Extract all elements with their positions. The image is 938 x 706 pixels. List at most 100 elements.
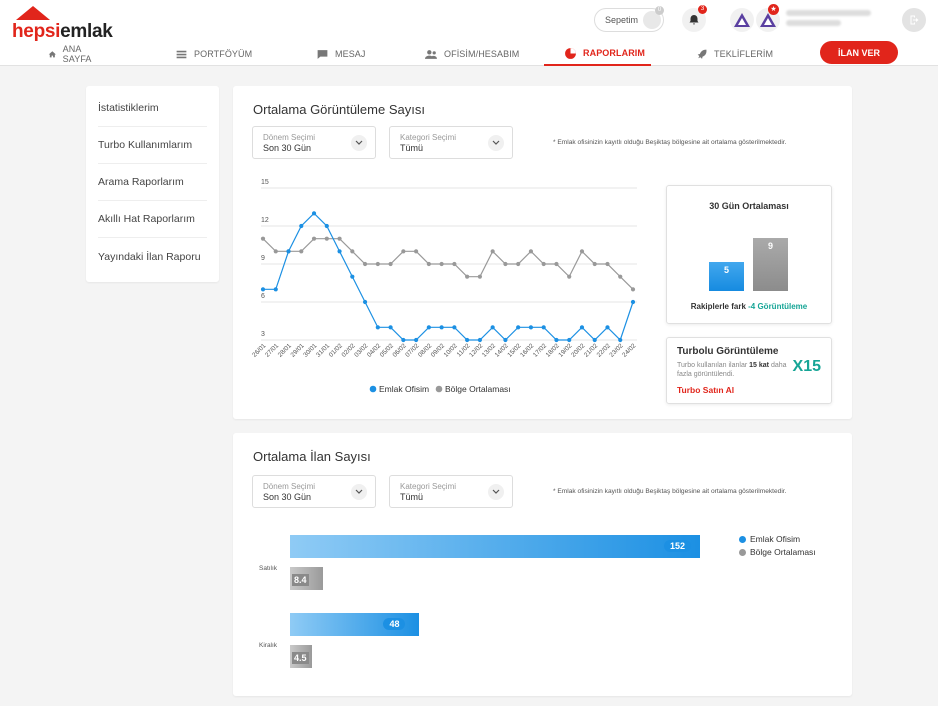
data-point-0[interactable] xyxy=(273,287,278,292)
data-point-0[interactable] xyxy=(477,337,482,343)
views-line-chart: 369121526/0127/0128/0129/0130/0131/0101/… xyxy=(251,179,638,394)
period-select-label: Dönem Seçimi xyxy=(263,482,316,491)
data-point-1[interactable] xyxy=(618,274,623,279)
data-point-0[interactable] xyxy=(286,249,291,254)
brand-logo[interactable]: hepsiemlak xyxy=(12,6,113,42)
category-label: Satılık xyxy=(259,565,278,572)
data-point-0[interactable] xyxy=(516,325,521,330)
data-point-0[interactable] xyxy=(324,223,329,229)
data-point-0[interactable] xyxy=(362,299,368,305)
data-point-0[interactable] xyxy=(299,223,304,229)
data-point-1[interactable] xyxy=(439,261,444,267)
logout-button[interactable] xyxy=(902,8,926,32)
data-point-1[interactable] xyxy=(362,261,368,267)
legend-item-mine[interactable]: Emlak Ofisim xyxy=(739,534,816,544)
category-select-2[interactable]: Kategori Seçimi Tümü xyxy=(389,475,513,508)
data-point-1[interactable] xyxy=(503,261,508,267)
legend-label-0[interactable]: Emlak Ofisim xyxy=(379,384,429,394)
period-select[interactable]: Dönem Seçimi Son 30 Gün xyxy=(252,126,376,159)
data-point-0[interactable] xyxy=(541,325,546,330)
nav-ofisim-hesabim[interactable]: OFİSİM/HESABIM xyxy=(425,42,519,66)
sidebar-item-akilli-hat-raporlarim[interactable]: Akıllı Hat Raporlarım xyxy=(98,201,207,238)
data-point-0[interactable] xyxy=(490,325,495,330)
data-point-0[interactable] xyxy=(260,287,266,292)
data-point-1[interactable] xyxy=(554,261,559,267)
data-point-0[interactable] xyxy=(605,325,610,330)
nav-raporlarim[interactable]: RAPORLARIM xyxy=(544,42,651,66)
data-point-1[interactable] xyxy=(324,236,329,241)
legend-label-1[interactable]: Bölge Ortalaması xyxy=(445,384,511,394)
data-point-1[interactable] xyxy=(579,249,585,254)
data-point-1[interactable] xyxy=(299,249,304,254)
data-point-1[interactable] xyxy=(592,261,597,267)
legend-label: Emlak Ofisim xyxy=(750,534,801,544)
data-point-1[interactable] xyxy=(630,287,636,292)
data-point-1[interactable] xyxy=(528,249,534,254)
cart-button[interactable]: Sepetim 0 xyxy=(594,6,664,32)
turbo-card-title: Turbolu Görüntüleme xyxy=(677,346,779,357)
certificate-badge-icon[interactable] xyxy=(730,8,754,32)
data-point-0[interactable] xyxy=(401,337,406,343)
data-point-0[interactable] xyxy=(375,325,380,330)
avg-diff-label: Rakiplerle fark xyxy=(690,302,746,311)
data-point-1[interactable] xyxy=(490,249,495,254)
data-point-1[interactable] xyxy=(273,249,278,254)
data-point-0[interactable] xyxy=(465,337,470,343)
data-point-1[interactable] xyxy=(401,249,406,254)
legend-item-region[interactable]: Bölge Ortalaması xyxy=(739,547,816,557)
period-select-2[interactable]: Dönem Seçimi Son 30 Gün xyxy=(252,475,376,508)
data-point-1[interactable] xyxy=(541,261,546,267)
data-point-1[interactable] xyxy=(477,274,482,279)
data-point-0[interactable] xyxy=(554,337,559,343)
data-point-0[interactable] xyxy=(439,325,444,330)
nav-tekliflerim[interactable]: TEKLİFLERİM xyxy=(695,42,773,66)
category-label: Kiralık xyxy=(259,642,278,649)
category-select-value: Tümü xyxy=(400,492,424,502)
data-point-0[interactable] xyxy=(337,249,342,254)
data-point-1[interactable] xyxy=(350,249,355,254)
category-select-value: Tümü xyxy=(400,143,424,153)
data-point-0[interactable] xyxy=(350,274,355,279)
sidebar-item-turbo-kullanimlarim[interactable]: Turbo Kullanımlarım xyxy=(98,127,207,164)
nav-label: PORTFÖYÜM xyxy=(194,49,253,59)
data-point-0[interactable] xyxy=(452,325,457,330)
data-point-1[interactable] xyxy=(337,236,342,241)
data-point-1[interactable] xyxy=(260,236,266,241)
data-point-1[interactable] xyxy=(375,261,380,267)
certificate-badge-icon-2[interactable] xyxy=(756,8,780,32)
data-point-0[interactable] xyxy=(503,337,508,343)
sidebar-item-istatistiklerim[interactable]: İstatistiklerim xyxy=(98,90,207,127)
bar-mine[interactable] xyxy=(290,535,700,558)
data-point-1[interactable] xyxy=(426,261,431,267)
nav-portfoyum[interactable]: PORTFÖYÜM xyxy=(175,42,252,66)
data-point-1[interactable] xyxy=(567,274,572,279)
ilan-ver-button[interactable]: İLAN VER xyxy=(820,41,898,64)
buy-turbo-link[interactable]: Turbo Satın Al xyxy=(677,385,735,395)
data-point-0[interactable] xyxy=(567,337,572,343)
data-point-1[interactable] xyxy=(311,236,317,241)
data-point-1[interactable] xyxy=(465,274,470,279)
data-point-1[interactable] xyxy=(414,249,419,254)
avg-30-days-card: 30 Gün Ortalaması 5 9 Rakiplerle fark -4… xyxy=(666,185,832,324)
data-point-0[interactable] xyxy=(426,325,431,330)
data-point-1[interactable] xyxy=(388,261,393,267)
data-point-0[interactable] xyxy=(311,211,317,216)
data-point-1[interactable] xyxy=(452,261,457,267)
data-point-1[interactable] xyxy=(516,261,521,267)
bar-value-label: 152 xyxy=(664,540,692,552)
data-point-0[interactable] xyxy=(388,325,393,330)
nav-mesaj[interactable]: MESAJ xyxy=(316,42,366,66)
data-point-0[interactable] xyxy=(579,325,585,330)
data-point-0[interactable] xyxy=(414,337,419,343)
data-point-0[interactable] xyxy=(528,325,534,330)
data-point-0[interactable] xyxy=(592,337,597,343)
category-select[interactable]: Kategori Seçimi Tümü xyxy=(389,126,513,159)
sidebar-item-arama-raporlarim[interactable]: Arama Raporlarım xyxy=(98,164,207,201)
nav-ana-sayfa[interactable]: ANA SAYFA xyxy=(48,42,96,66)
sidebar-item-yayindaki-ilan-raporu[interactable]: Yayındaki İlan Raporu xyxy=(98,250,201,263)
data-point-1[interactable] xyxy=(605,261,610,267)
list-icon xyxy=(176,50,187,58)
user-info-blurred[interactable] xyxy=(786,10,876,30)
data-point-0[interactable] xyxy=(618,337,623,343)
data-point-0[interactable] xyxy=(630,299,636,305)
